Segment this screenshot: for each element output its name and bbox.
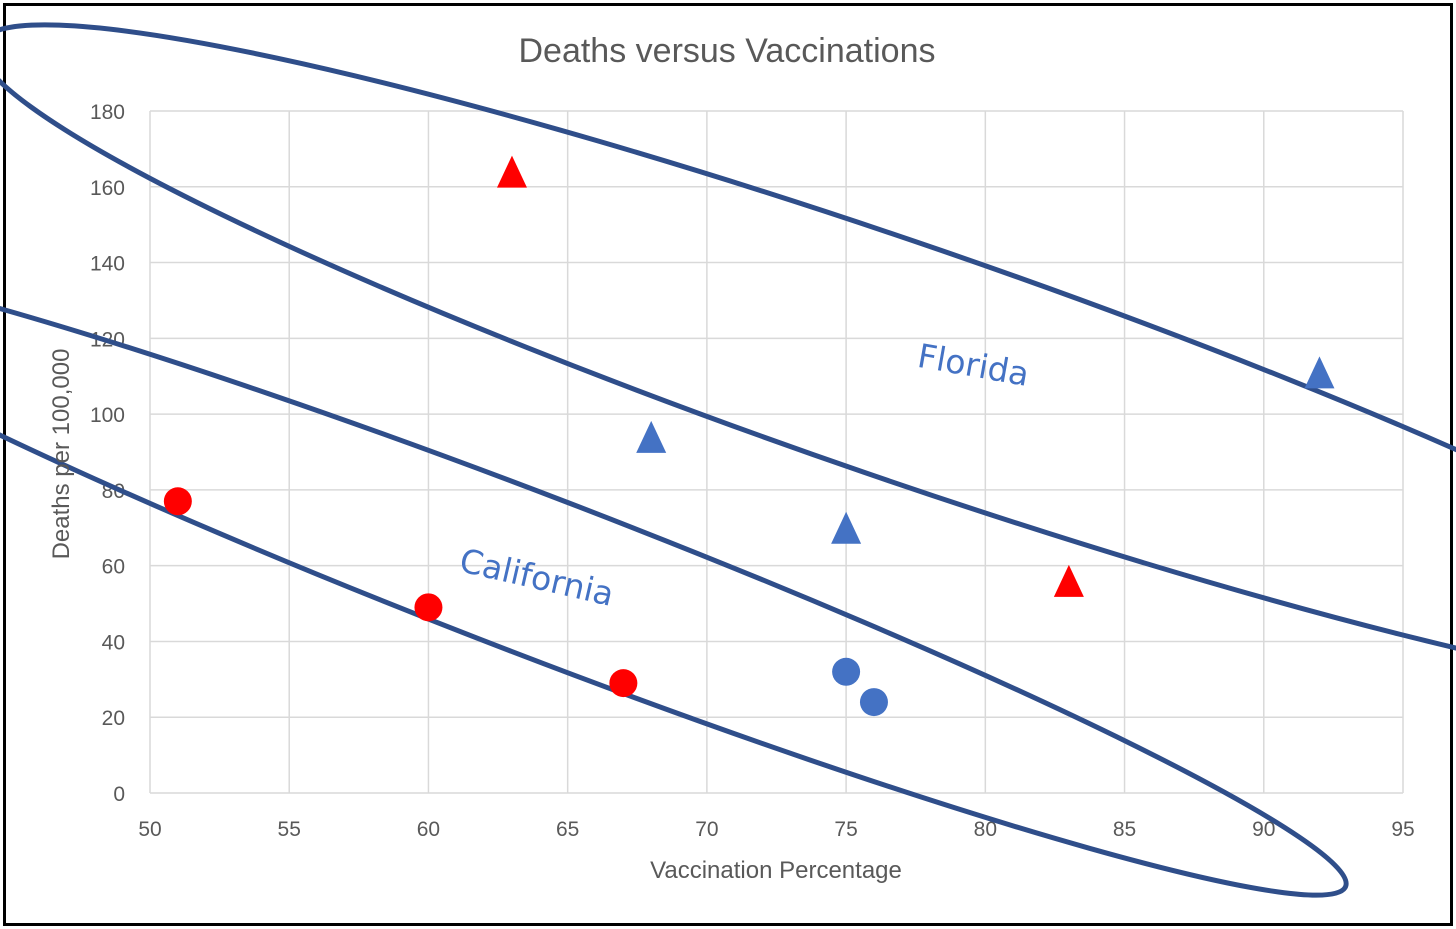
x-tick-label: 90 (1252, 818, 1275, 841)
ellipse-florida (0, 22, 1456, 700)
red-triangle-point (496, 155, 527, 188)
y-tick-label: 140 (90, 253, 125, 276)
x-tick-label: 70 (695, 818, 718, 841)
x-tick-label: 80 (974, 818, 997, 841)
red-triangle-point (1053, 564, 1084, 597)
x-axis-label: Vaccination Percentage (650, 857, 902, 884)
y-tick-label: 40 (102, 631, 125, 654)
ellipse-california (0, 256, 1349, 898)
y-axis-label: Deaths per 100,000 (48, 349, 75, 560)
x-tick-label: 50 (138, 818, 161, 841)
x-tick-label: 75 (834, 818, 857, 841)
blue-triangle-point (831, 511, 862, 544)
y-tick-label: 180 (90, 101, 125, 124)
y-tick-label: 20 (102, 707, 125, 730)
chart-frame (3, 3, 1453, 926)
blue-circle-point (859, 688, 888, 717)
data-points (163, 155, 1335, 717)
blue-triangle-point (636, 420, 667, 453)
gridlines (149, 110, 1404, 794)
chart-title: Deaths versus Vaccinations (518, 32, 935, 70)
blue-circle-point (832, 657, 861, 686)
x-tick-label: 60 (417, 818, 440, 841)
x-tick-label: 65 (556, 818, 579, 841)
x-tick-label: 95 (1391, 818, 1414, 841)
red-circle-point (163, 487, 192, 516)
california-annotation: California (456, 541, 617, 614)
x-tick-label: 85 (1113, 818, 1136, 841)
red-circle-point (414, 593, 443, 622)
blue-triangle-point (1304, 356, 1335, 389)
red-circle-point (609, 669, 638, 698)
x-tick-label: 55 (278, 818, 301, 841)
y-tick-label: 100 (90, 404, 125, 427)
y-tick-label: 60 (102, 556, 125, 579)
florida-annotation: Florida (915, 336, 1032, 394)
y-tick-label: 160 (90, 177, 125, 200)
y-tick-label: 0 (113, 783, 125, 806)
